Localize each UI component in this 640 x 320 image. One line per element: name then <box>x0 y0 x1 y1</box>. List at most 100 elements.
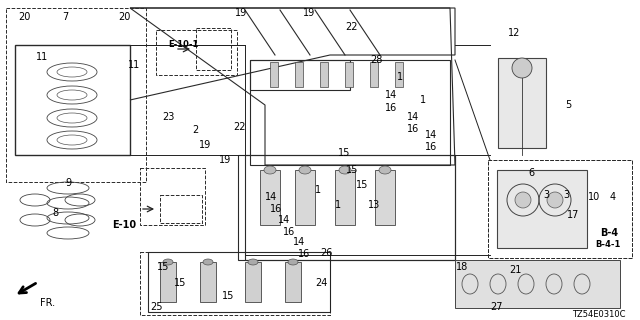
Ellipse shape <box>264 166 276 174</box>
Bar <box>250 60 450 165</box>
Bar <box>160 262 176 302</box>
Text: 19: 19 <box>235 8 247 18</box>
Bar <box>335 170 355 225</box>
Circle shape <box>547 192 563 208</box>
Bar <box>295 170 315 225</box>
Bar <box>196 28 231 70</box>
Ellipse shape <box>163 259 173 265</box>
Text: 16: 16 <box>407 124 419 134</box>
Text: 16: 16 <box>385 103 397 113</box>
Text: 16: 16 <box>283 227 295 237</box>
Text: 8: 8 <box>52 208 58 218</box>
Text: 20: 20 <box>18 12 30 22</box>
Text: B-4: B-4 <box>600 228 618 238</box>
Ellipse shape <box>299 166 311 174</box>
Text: E-10: E-10 <box>112 220 136 230</box>
Bar <box>140 168 205 225</box>
Bar <box>285 262 301 302</box>
Bar <box>156 30 237 75</box>
Text: 12: 12 <box>508 28 520 38</box>
Text: 22: 22 <box>345 22 358 32</box>
Text: 17: 17 <box>567 210 579 220</box>
Text: 15: 15 <box>157 262 170 272</box>
Text: 27: 27 <box>490 302 502 312</box>
Bar <box>295 62 303 87</box>
Bar <box>375 170 395 225</box>
Text: B-4-1: B-4-1 <box>595 240 620 249</box>
Text: 16: 16 <box>425 142 437 152</box>
Text: 15: 15 <box>356 180 369 190</box>
Text: 2: 2 <box>192 125 198 135</box>
Text: 22: 22 <box>233 122 246 132</box>
Bar <box>200 262 216 302</box>
Bar <box>140 252 330 315</box>
Text: 16: 16 <box>270 204 282 214</box>
Bar <box>395 62 403 87</box>
Ellipse shape <box>248 259 258 265</box>
Text: 11: 11 <box>36 52 48 62</box>
Text: 14: 14 <box>385 90 397 100</box>
Ellipse shape <box>339 166 351 174</box>
Bar <box>6 8 146 182</box>
Bar <box>250 60 350 90</box>
Text: 14: 14 <box>278 215 291 225</box>
Bar <box>345 62 353 87</box>
Bar <box>488 160 632 258</box>
Text: 3: 3 <box>543 190 549 200</box>
Text: 19: 19 <box>219 155 231 165</box>
Bar <box>245 155 455 260</box>
Text: E-10-1: E-10-1 <box>168 40 198 49</box>
Text: 13: 13 <box>368 200 380 210</box>
Bar <box>245 262 261 302</box>
Circle shape <box>515 192 531 208</box>
Text: 14: 14 <box>407 112 419 122</box>
Text: 1: 1 <box>397 72 403 82</box>
Bar <box>497 170 587 248</box>
Text: 28: 28 <box>370 55 382 65</box>
Text: 7: 7 <box>62 12 68 22</box>
Text: 10: 10 <box>588 192 600 202</box>
Text: 15: 15 <box>338 148 350 158</box>
Text: 18: 18 <box>456 262 468 272</box>
Ellipse shape <box>288 259 298 265</box>
Text: 19: 19 <box>303 8 316 18</box>
Text: 14: 14 <box>425 130 437 140</box>
Text: 14: 14 <box>293 237 305 247</box>
Ellipse shape <box>379 166 391 174</box>
Text: 23: 23 <box>162 112 174 122</box>
Bar <box>270 62 278 87</box>
Bar <box>320 62 328 87</box>
Text: TZ54E0310C: TZ54E0310C <box>572 310 625 319</box>
Text: 25: 25 <box>150 302 163 312</box>
Text: 20: 20 <box>118 12 131 22</box>
Circle shape <box>512 58 532 78</box>
Text: 1: 1 <box>335 200 341 210</box>
Text: 9: 9 <box>65 178 71 188</box>
Text: 21: 21 <box>509 265 522 275</box>
Bar <box>498 58 546 148</box>
Bar <box>455 260 620 308</box>
Bar <box>238 155 455 260</box>
Text: 24: 24 <box>315 278 328 288</box>
Text: 1: 1 <box>420 95 426 105</box>
Text: 15: 15 <box>346 165 358 175</box>
Text: 5: 5 <box>565 100 572 110</box>
Text: 3: 3 <box>563 190 569 200</box>
Text: 16: 16 <box>298 249 310 259</box>
Text: 4: 4 <box>610 192 616 202</box>
Text: 15: 15 <box>174 278 186 288</box>
Ellipse shape <box>203 259 213 265</box>
Text: 15: 15 <box>222 291 234 301</box>
Text: 1: 1 <box>315 185 321 195</box>
Text: 6: 6 <box>528 168 534 178</box>
Bar <box>260 170 280 225</box>
Text: FR.: FR. <box>40 298 55 308</box>
Text: 14: 14 <box>265 192 277 202</box>
Bar <box>488 160 632 258</box>
Bar <box>148 252 330 312</box>
Bar <box>160 195 202 223</box>
Text: 11: 11 <box>128 60 140 70</box>
Text: 26: 26 <box>320 248 332 258</box>
Bar <box>370 62 378 87</box>
Text: 19: 19 <box>199 140 211 150</box>
